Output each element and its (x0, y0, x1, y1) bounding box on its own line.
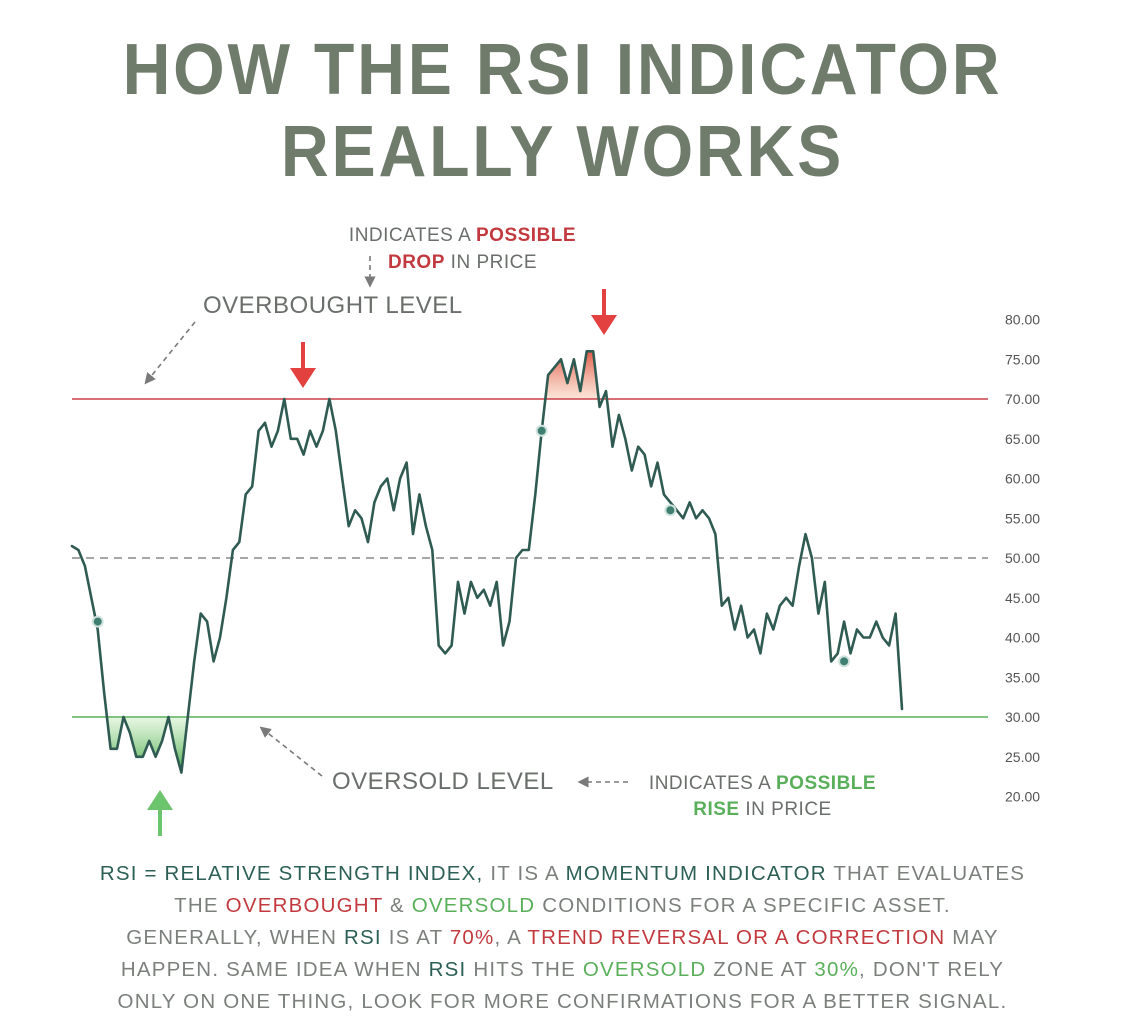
overbought-pointer (144, 321, 196, 385)
title-line-1: HOW THE RSI INDICATOR (122, 30, 1003, 110)
footer-text: ZONE AT (706, 958, 815, 981)
y-tick-label: 45.00 (1005, 590, 1040, 606)
rsi-point-marker (838, 655, 851, 668)
rise-note-rise: RISE (693, 799, 740, 820)
y-tick-label: 55.00 (1005, 510, 1040, 526)
rsi-explanation: RSI = RELATIVE STRENGTH INDEX, IT IS A M… (20, 858, 1105, 1018)
rsi-point-marker (535, 424, 548, 437)
footer-rsi-definition: RSI = RELATIVE STRENGTH INDEX, (99, 862, 484, 885)
oversold-level-label: OVERSOLD LEVEL (332, 768, 554, 795)
footer-30-percent: 30% (814, 958, 860, 981)
footer-text: GENERALLY, WHEN (126, 926, 345, 949)
footer-text: , DON'T RELY (859, 958, 1005, 981)
drop-note-possible: POSSIBLE (476, 225, 577, 246)
footer-text: MAY (945, 926, 999, 949)
footer-text: THAT EVALUATES (826, 862, 1026, 885)
footer-text: IS AT (381, 926, 450, 949)
footer-70-percent: 70% (449, 926, 495, 949)
y-tick-label: 20.00 (1005, 789, 1040, 805)
footer-trend-reversal: TREND REVERSAL OR A CORRECTION (527, 926, 946, 949)
footer-text: THE (174, 894, 226, 917)
footer-overbought: OVERBOUGHT (225, 894, 384, 917)
rise-note: INDICATES A POSSIBLE RISE IN PRICE (630, 771, 895, 823)
footer-text: HAPPEN. SAME IDEA WHEN (120, 958, 429, 981)
footer-text: HITS THE (466, 958, 583, 981)
rise-arrow (147, 790, 173, 836)
footer-text: IT IS A (483, 862, 566, 885)
overbought-level-label: OVERBOUGHT LEVEL (203, 292, 463, 319)
footer-momentum: MOMENTUM INDICATOR (565, 862, 827, 885)
oversold-pointer (259, 726, 323, 777)
title-line-2: REALLY WORKS (280, 112, 845, 192)
y-tick-label: 25.00 (1005, 749, 1040, 765)
rsi-point-marker (664, 504, 677, 517)
footer-text: ONLY ON ONE THING, LOOK FOR MORE CONFIRM… (117, 990, 1008, 1013)
footer-text: & (383, 894, 412, 917)
drop-arrow-2 (591, 289, 617, 335)
y-tick-label: 60.00 (1005, 471, 1040, 487)
y-tick-label: 65.00 (1005, 431, 1040, 447)
rise-note-text: INDICATES A (648, 773, 776, 794)
y-tick-label: 70.00 (1005, 391, 1040, 407)
drop-note-drop: DROP (387, 252, 445, 273)
rsi-point-marker (91, 615, 104, 628)
footer-oversold: OVERSOLD (582, 958, 707, 981)
drop-note: INDICATES A POSSIBLE DROP IN PRICE (330, 222, 595, 276)
rise-note-possible: POSSIBLE (776, 773, 877, 794)
rise-note-price: IN PRICE (739, 799, 832, 820)
drop-note-price: IN PRICE (444, 252, 538, 273)
drop-arrow-1 (290, 342, 316, 388)
y-tick-label: 75.00 (1005, 351, 1040, 367)
drop-note-text: INDICATES A (348, 225, 476, 246)
footer-text: CONDITIONS FOR A SPECIFIC ASSET. (535, 894, 951, 917)
footer-oversold: OVERSOLD (411, 894, 536, 917)
y-tick-label: 30.00 (1005, 709, 1040, 725)
y-tick-label: 80.00 (1005, 312, 1040, 328)
footer-text: , A (494, 926, 528, 949)
y-tick-label: 35.00 (1005, 669, 1040, 685)
y-tick-label: 40.00 (1005, 630, 1040, 646)
y-tick-label: 50.00 (1005, 550, 1040, 566)
footer-rsi: RSI (344, 926, 382, 949)
rsi-line (70, 349, 904, 774)
footer-rsi: RSI (428, 958, 467, 981)
